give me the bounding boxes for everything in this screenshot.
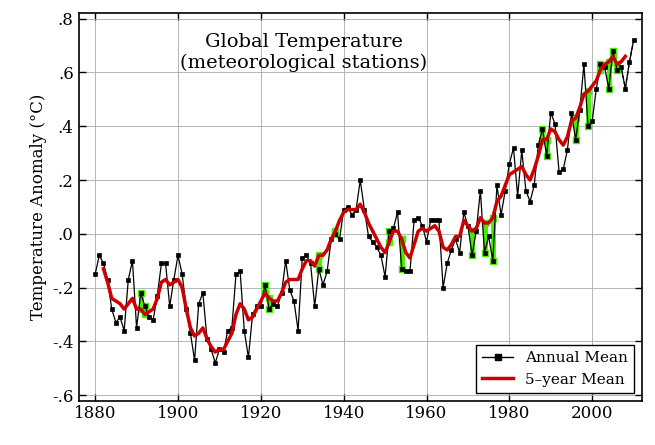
Text: Global Temperature
(meteorological stations): Global Temperature (meteorological stati… — [180, 33, 428, 72]
Y-axis label: Temperature Anomaly (°C): Temperature Anomaly (°C) — [29, 94, 47, 320]
Legend: Annual Mean, 5–year Mean: Annual Mean, 5–year Mean — [476, 345, 634, 393]
